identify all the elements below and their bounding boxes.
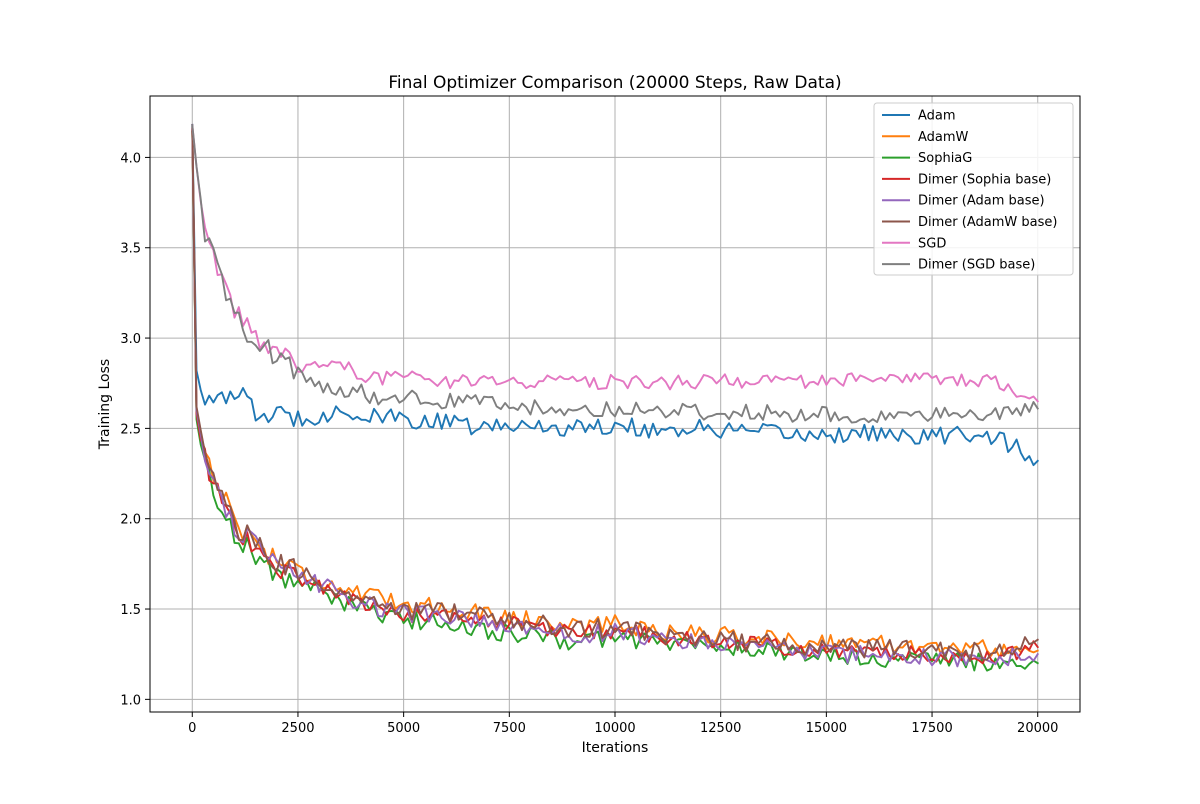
- x-tick-label: 15000: [806, 721, 847, 736]
- y-tick-label: 3.5: [120, 242, 141, 257]
- y-tick-label: 1.0: [120, 693, 141, 708]
- legend-entry: Dimer (AdamW base): [918, 215, 1057, 230]
- x-tick-label: 10000: [594, 721, 635, 736]
- legend-entry: Adam: [918, 109, 956, 124]
- legend-entry: AdamW: [918, 130, 969, 145]
- x-tick-label: 20000: [1017, 721, 1058, 736]
- x-axis-title: Iterations: [582, 740, 649, 756]
- chart-title: Final Optimizer Comparison (20000 Steps,…: [388, 73, 841, 93]
- series-lines: [191, 123, 1040, 672]
- legend-entry: Dimer (Adam base): [918, 194, 1045, 209]
- series-line: [191, 123, 1040, 403]
- legend-entry: Dimer (SGD base): [918, 258, 1035, 273]
- legend: Adam AdamW SophiaG Dimer (Sophia base) Dimer…: [873, 102, 1074, 276]
- y-axis-title: Training Loss: [97, 359, 113, 450]
- x-tick-label: 0: [188, 721, 196, 736]
- series-line: [191, 123, 1040, 424]
- series-line: [191, 127, 1040, 668]
- x-tick-label: 17500: [911, 721, 952, 736]
- legend-entry: SophiaG: [918, 151, 972, 166]
- y-tick-label: 3.0: [120, 332, 141, 347]
- x-tick-label: 5000: [387, 721, 420, 736]
- legend-items: Adam AdamW SophiaG Dimer (Sophia base) Dimer…: [882, 109, 1057, 273]
- legend-entry: SGD: [918, 236, 946, 251]
- legend-entry: Dimer (Sophia base): [918, 172, 1051, 187]
- series-line: [191, 123, 1040, 467]
- y-tick-label: 1.5: [120, 603, 141, 618]
- series-line: [191, 125, 1040, 663]
- y-tick-label: 2.0: [120, 513, 141, 528]
- series-line: [191, 131, 1040, 672]
- x-tick-label: 2500: [281, 721, 314, 736]
- axis-ticks: 0 2500 5000 7500 10000 12500 15000 17500 20000 1.…: [120, 151, 1058, 736]
- x-tick-label: 7500: [493, 721, 526, 736]
- y-tick-label: 4.0: [120, 151, 141, 166]
- x-tick-label: 12500: [700, 721, 741, 736]
- legend-box: [873, 102, 1074, 276]
- y-tick-label: 2.5: [120, 422, 141, 437]
